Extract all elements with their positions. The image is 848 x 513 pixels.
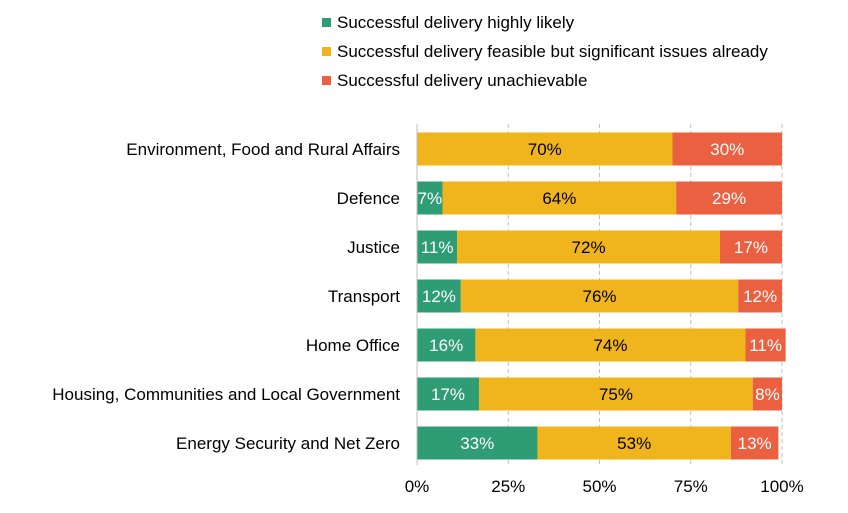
legend-swatch <box>322 76 331 85</box>
bar-segment <box>479 377 753 411</box>
bar-segment <box>417 132 673 166</box>
legend-item: Successful delivery feasible but signifi… <box>322 37 768 66</box>
x-tick-label: 50% <box>582 477 616 496</box>
legend-swatch <box>322 47 331 56</box>
data-label: 7% <box>417 189 442 208</box>
bar-segment <box>457 230 720 264</box>
category-label: Defence <box>337 189 400 208</box>
bar-segment <box>676 181 782 215</box>
data-label: 13% <box>738 434 772 453</box>
category-label: Environment, Food and Rural Affairs <box>126 140 400 159</box>
bar-segment <box>730 426 779 460</box>
legend-label: Successful delivery unachievable <box>337 70 588 90</box>
data-label: 64% <box>542 189 576 208</box>
data-label: 53% <box>617 434 651 453</box>
bar-segment <box>752 377 782 411</box>
legend-item: Successful delivery highly likely <box>322 8 768 37</box>
x-tick-label: 100% <box>760 477 803 496</box>
bar-segment <box>719 230 782 264</box>
data-label: 11% <box>749 336 782 355</box>
data-label: 12% <box>743 287 777 306</box>
data-label: 75% <box>599 385 633 404</box>
data-label: 11% <box>421 238 454 257</box>
bar-segment <box>745 328 786 362</box>
chart-legend: Successful delivery highly likely Success… <box>322 8 768 95</box>
bar-segment <box>417 230 458 264</box>
bar-segment <box>738 279 782 313</box>
bar-segment <box>475 328 746 362</box>
legend-label: Successful delivery feasible but signifi… <box>337 41 768 61</box>
category-label: Justice <box>347 238 400 257</box>
legend-item: Successful delivery unachievable <box>322 66 768 95</box>
legend-swatch <box>322 18 331 27</box>
data-label: 12% <box>422 287 456 306</box>
bar-segment <box>537 426 731 460</box>
category-label: Transport <box>328 287 400 306</box>
data-label: 16% <box>429 336 463 355</box>
bar-segment <box>460 279 739 313</box>
data-label: 76% <box>582 287 616 306</box>
data-label: 17% <box>734 238 768 257</box>
bar-segment <box>442 181 677 215</box>
data-label: 33% <box>460 434 494 453</box>
x-tick-label: 75% <box>674 477 708 496</box>
bar-segment <box>417 181 443 215</box>
x-tick-label: 25% <box>491 477 525 496</box>
data-label: 29% <box>712 189 746 208</box>
data-label: 8% <box>755 385 780 404</box>
data-label: 74% <box>593 336 627 355</box>
bar-segment <box>417 377 480 411</box>
category-label: Energy Security and Net Zero <box>176 434 400 453</box>
category-label: Housing, Communities and Local Governmen… <box>52 385 400 404</box>
bar-segment <box>417 279 461 313</box>
bar-segment <box>417 426 538 460</box>
x-tick-label: 0% <box>405 477 430 496</box>
data-label: 70% <box>528 140 562 159</box>
data-label: 72% <box>572 238 606 257</box>
legend-label: Successful delivery highly likely <box>337 12 575 32</box>
data-label: 17% <box>431 385 465 404</box>
bar-segment <box>672 132 782 166</box>
data-label: 30% <box>710 140 744 159</box>
category-label: Home Office <box>306 336 400 355</box>
bar-segment <box>417 328 476 362</box>
